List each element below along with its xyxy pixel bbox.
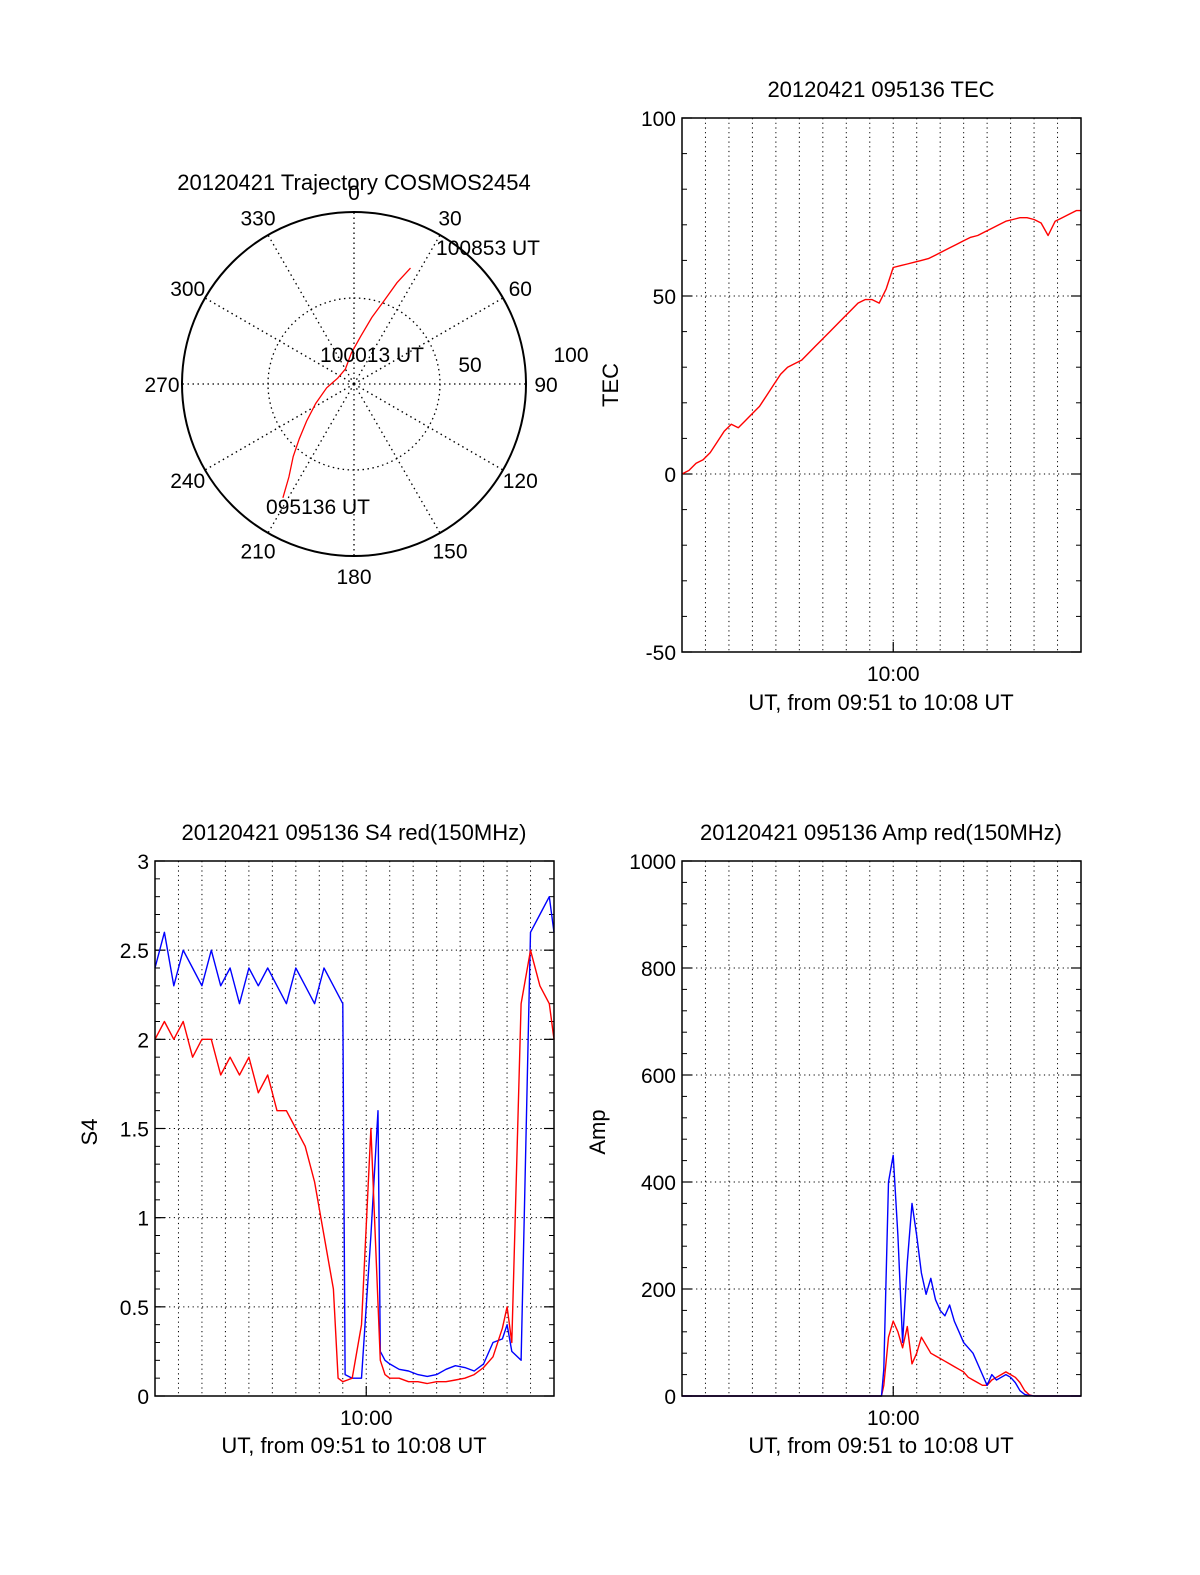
polar-spoke	[267, 383, 355, 534]
y-tick-label: 2.5	[120, 940, 149, 963]
trajectory-series	[282, 267, 411, 498]
polar-angle-label: 0	[348, 182, 360, 205]
polar-angle-label: 330	[240, 208, 275, 231]
polar-radial-label: 50	[458, 354, 481, 377]
polar-tick-labels: 0 30 60 90 120 150 180 210 240 270 300 330 50 100	[144, 182, 588, 589]
polar-spoke	[204, 383, 355, 471]
polar-grid	[181, 211, 527, 557]
amp-title: 20120421 095136 Amp red(150MHz)	[700, 820, 1062, 845]
x-tick-label: 10:00	[340, 1407, 393, 1430]
polar-spoke	[353, 383, 441, 534]
polar-angle-label: 240	[170, 470, 205, 493]
tec-xlabel: UT, from 09:51 to 10:08 UT	[748, 690, 1013, 715]
plot-frame	[154, 860, 555, 1397]
y-tick-label: 0	[137, 1386, 149, 1409]
trajectory-line	[282, 267, 411, 498]
series-line	[154, 949, 555, 1385]
s4-xlabel: UT, from 09:51 to 10:08 UT	[221, 1433, 486, 1458]
y-tick-label: 0	[664, 1386, 676, 1409]
polar-angle-label: 300	[170, 278, 205, 301]
y-tick-label: 600	[641, 1065, 676, 1088]
polar-spoke	[204, 297, 355, 385]
series-line	[682, 1320, 1081, 1397]
trajectory-title: 20120421 Trajectory COSMOS2454	[177, 170, 530, 195]
polar-angle-label: 180	[336, 566, 371, 589]
tec-ylabel: TEC	[598, 363, 623, 407]
y-tick-label: 0.5	[120, 1297, 149, 1320]
polar-spoke	[353, 383, 504, 471]
trajectory-annotations: 100853 UT 100013 UT 095136 UT	[266, 237, 540, 519]
y-tick-label: 1.5	[120, 1119, 149, 1142]
polar-angle-label: 150	[432, 540, 467, 563]
polar-angle-label: 30	[438, 208, 461, 231]
trajectory-annotation: 095136 UT	[266, 496, 370, 519]
plot-frame	[681, 117, 1082, 653]
x-tick-label: 10:00	[867, 663, 920, 686]
series-line	[682, 1154, 1081, 1397]
y-tick-label: 200	[641, 1279, 676, 1302]
amp-xlabel: UT, from 09:51 to 10:08 UT	[748, 1433, 1013, 1458]
series-line	[681, 209, 1081, 475]
tec-title: 20120421 095136 TEC	[767, 77, 994, 102]
plot-frame	[681, 860, 1082, 1397]
s4-ylabel: S4	[77, 1119, 102, 1146]
polar-outer-circle	[181, 211, 527, 557]
polar-spoke	[353, 234, 441, 385]
amp-panel: 20120421 095136 Amp red(150MHz) UT, from…	[585, 820, 1082, 1458]
polar-angle-label: 60	[509, 278, 532, 301]
y-tick-label: 3	[137, 851, 149, 874]
s4-panel: 20120421 095136 S4 red(150MHz) UT, from …	[77, 820, 555, 1458]
y-tick-label: 2	[137, 1029, 149, 1052]
tec-panel: 20120421 095136 TEC UT, from 09:51 to 10…	[598, 77, 1082, 715]
y-tick-label: 400	[641, 1172, 676, 1195]
polar-angle-label: 120	[503, 470, 538, 493]
y-tick-label: 800	[641, 958, 676, 981]
y-tick-label: 1	[137, 1208, 149, 1231]
y-tick-label: 1000	[629, 851, 676, 874]
y-tick-label: 0	[664, 464, 676, 487]
polar-spoke	[267, 234, 355, 385]
trajectory-annotation: 100013 UT	[320, 344, 424, 367]
polar-angle-label: 210	[240, 540, 275, 563]
series-line	[154, 896, 555, 1379]
polar-spoke	[353, 297, 504, 385]
amp-ylabel: Amp	[585, 1109, 610, 1154]
trajectory-polar-plot: 20120421 Trajectory COSMOS2454 0 30 60 90 12…	[144, 170, 588, 589]
polar-angle-label: 270	[144, 374, 179, 397]
y-tick-label: -50	[646, 642, 676, 665]
polar-radial-label: 100	[553, 344, 588, 367]
y-tick-label: 100	[641, 108, 676, 131]
x-tick-label: 10:00	[867, 1407, 920, 1430]
s4-title: 20120421 095136 S4 red(150MHz)	[182, 820, 527, 845]
polar-angle-label: 90	[534, 374, 557, 397]
y-tick-label: 50	[653, 286, 676, 309]
trajectory-annotation: 100853 UT	[436, 237, 540, 260]
